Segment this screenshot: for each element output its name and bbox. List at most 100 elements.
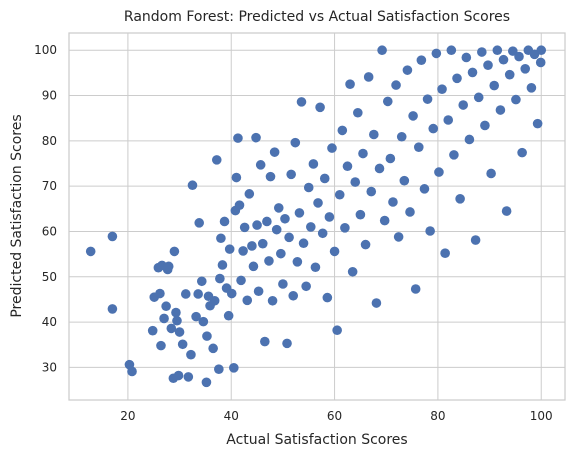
data-point xyxy=(174,327,185,337)
data-point xyxy=(408,111,418,121)
data-point xyxy=(413,142,424,152)
data-point xyxy=(535,57,546,68)
data-point xyxy=(85,246,96,257)
data-point xyxy=(276,248,286,259)
data-point xyxy=(242,295,253,306)
data-point xyxy=(127,366,137,377)
data-point xyxy=(511,94,521,105)
data-point xyxy=(303,182,314,193)
data-point xyxy=(308,159,319,169)
data-point xyxy=(492,45,503,56)
data-point xyxy=(255,160,266,170)
data-point xyxy=(294,208,305,218)
data-point xyxy=(322,292,333,303)
data-point xyxy=(337,125,348,136)
data-point xyxy=(340,223,350,233)
data-point xyxy=(353,107,363,118)
data-point xyxy=(452,73,462,84)
y-tick-label: 40 xyxy=(42,315,57,329)
data-point xyxy=(186,349,196,360)
data-point xyxy=(461,52,472,63)
data-point xyxy=(431,48,442,59)
data-point xyxy=(385,153,396,164)
data-point xyxy=(315,102,325,113)
data-point xyxy=(193,289,203,299)
data-point xyxy=(177,339,188,350)
data-point xyxy=(265,171,276,182)
data-point xyxy=(526,83,537,93)
data-point xyxy=(428,123,439,134)
data-point xyxy=(379,215,390,226)
data-point xyxy=(239,222,250,233)
plot-frame xyxy=(68,32,566,401)
data-point xyxy=(252,220,262,230)
y-tick-label: 30 xyxy=(42,360,57,374)
data-point xyxy=(282,338,292,349)
data-point xyxy=(358,148,368,159)
data-point xyxy=(183,372,194,382)
data-point xyxy=(495,105,506,115)
y-tick-label: 70 xyxy=(42,179,57,193)
data-point xyxy=(248,261,259,272)
data-point xyxy=(422,94,433,104)
data-point xyxy=(437,84,447,94)
data-point xyxy=(345,79,355,89)
y-tick-label: 50 xyxy=(42,270,57,284)
data-point xyxy=(446,45,457,56)
data-point xyxy=(532,118,543,129)
data-point xyxy=(473,92,484,103)
x-tick-label: 40 xyxy=(224,409,239,423)
x-axis-label: Actual Satisfaction Scores xyxy=(226,432,407,448)
data-point xyxy=(399,175,410,186)
data-point xyxy=(489,80,500,91)
data-point xyxy=(196,276,207,287)
data-point xyxy=(194,218,204,228)
data-point xyxy=(382,96,393,107)
data-point xyxy=(202,331,212,341)
data-point xyxy=(269,147,280,157)
data-point xyxy=(229,363,239,373)
data-point xyxy=(156,340,166,351)
data-point xyxy=(371,298,382,308)
data-point xyxy=(264,256,274,266)
data-point xyxy=(310,262,321,273)
data-point xyxy=(224,244,235,254)
data-point xyxy=(483,60,493,70)
data-point xyxy=(419,184,430,194)
data-point xyxy=(273,203,284,213)
data-point xyxy=(251,132,261,143)
data-point xyxy=(334,189,345,200)
chart-title: Random Forest: Predicted vs Actual Satis… xyxy=(124,9,510,25)
data-point xyxy=(477,47,487,57)
data-point xyxy=(244,189,255,199)
data-point xyxy=(271,224,282,235)
data-point xyxy=(369,129,379,140)
data-point xyxy=(253,286,264,297)
data-point xyxy=(425,226,435,236)
data-point xyxy=(458,100,469,110)
y-axis-label: Predicted Satisfaction Scores xyxy=(9,114,25,317)
data-point xyxy=(360,239,371,250)
data-point xyxy=(363,72,374,82)
data-point xyxy=(327,143,337,153)
data-point xyxy=(306,222,316,232)
data-point xyxy=(504,69,515,80)
data-point xyxy=(317,228,328,239)
data-point xyxy=(467,67,478,78)
data-point xyxy=(498,54,509,65)
x-tick-label: 20 xyxy=(120,409,135,423)
data-point xyxy=(187,180,198,191)
data-point xyxy=(209,295,220,306)
data-point xyxy=(296,97,307,107)
data-point xyxy=(410,284,421,294)
data-point xyxy=(211,155,222,165)
data-point xyxy=(267,295,278,306)
x-tick-label: 80 xyxy=(430,409,445,423)
data-point xyxy=(347,266,358,277)
data-point xyxy=(159,313,169,324)
data-point xyxy=(393,232,404,242)
data-point xyxy=(262,216,272,227)
data-point xyxy=(324,212,335,222)
data-point xyxy=(219,216,230,227)
